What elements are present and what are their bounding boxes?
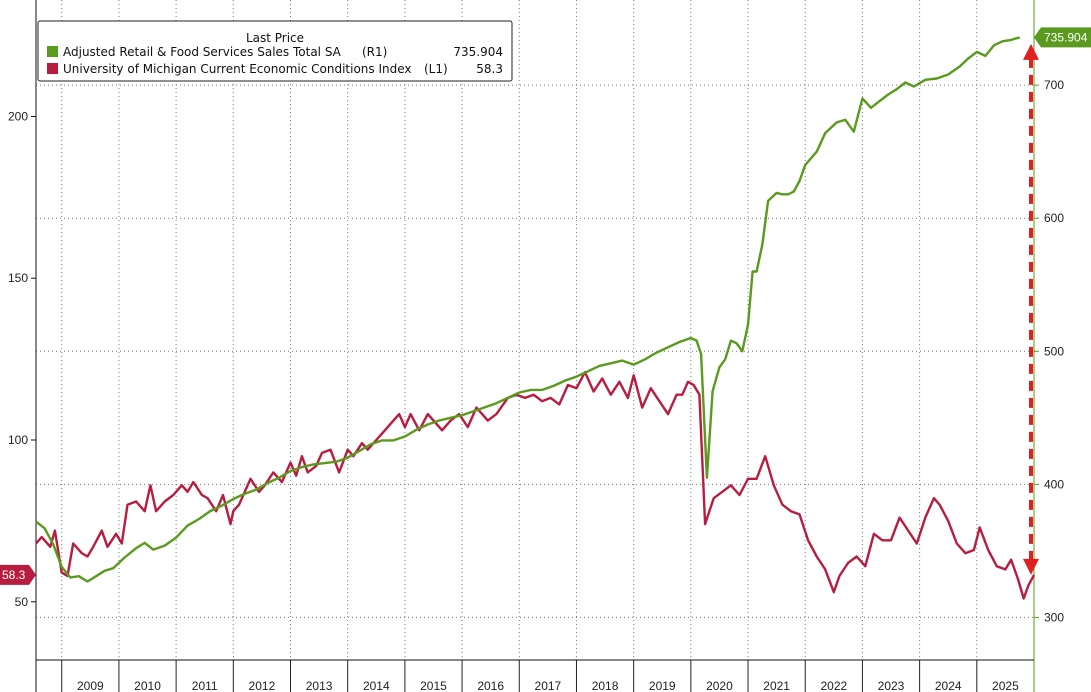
right-axis-tick-label: 700	[1044, 78, 1064, 92]
umich-index-last-badge	[0, 564, 36, 585]
x-axis-tick-label: 2015	[420, 679, 447, 692]
x-axis-tick-label: 2020	[706, 679, 733, 692]
x-axis-tick-label: 2025	[992, 679, 1019, 692]
legend: Last Price Adjusted Retail & Food Servic…	[37, 20, 513, 82]
x-axis-tick-label: 2017	[535, 679, 562, 692]
retail-sales-last-badge	[1034, 27, 1091, 48]
legend-header: Last Price	[246, 31, 304, 45]
left-axis-tick-label: 150	[8, 271, 28, 285]
arrow-head-down	[1023, 558, 1039, 575]
right-axis-tick-label: 500	[1044, 344, 1064, 358]
left-axis-tick-label: 50	[15, 595, 29, 609]
axes: 300 400 500 600 700 50 100 150 200 2009 2010 2011 20…	[8, 0, 1064, 692]
legend-value-retail-sales: 735.904	[453, 45, 503, 59]
last-value-badges: 735.904 58.3	[0, 27, 1091, 585]
legend-value-umich-index: 58.3	[476, 62, 503, 76]
legend-frame	[37, 20, 513, 82]
legend-axis-retail-sales: (R1)	[362, 45, 387, 59]
arrow-head-up	[1023, 43, 1039, 60]
left-axis-tick-label: 100	[8, 433, 28, 447]
series-group	[35, 36, 1036, 600]
series-retail-sales-line	[35, 36, 1021, 583]
series-umich-index-line	[35, 370, 1036, 600]
x-axis-tick-label: 2010	[134, 679, 161, 692]
right-axis-tick-label: 300	[1044, 610, 1064, 624]
legend-label-retail-sales: Adjusted Retail & Food Services Sales To…	[63, 45, 342, 59]
x-axis-tick-label: 2021	[763, 679, 790, 692]
x-axis-tick-label: 2013	[306, 679, 333, 692]
x-axis-tick-label: 2024	[935, 679, 962, 692]
x-axis-tick-label: 2016	[477, 679, 504, 692]
right-axis-tick-label: 600	[1044, 211, 1064, 225]
retail-sales-last-badge-text: 735.904	[1044, 30, 1088, 44]
left-axis-tick-label: 200	[8, 109, 28, 123]
legend-label-umich-index: University of Michigan Current Economic …	[63, 62, 412, 76]
arrow-annotation	[1023, 43, 1039, 575]
x-axis-tick-label: 2019	[649, 679, 676, 692]
right-axis-tick-label: 400	[1044, 477, 1064, 491]
x-axis-tick-label: 2022	[820, 679, 847, 692]
x-axis-tick-label: 2014	[363, 679, 390, 692]
x-axis-tick-label: 2023	[878, 679, 905, 692]
x-axis-tick-label: 2011	[192, 679, 218, 692]
legend-axis-umich-index: (L1)	[424, 62, 448, 76]
legend-swatch-retail-sales	[47, 46, 58, 57]
x-axis-tick-label: 2009	[77, 679, 104, 692]
legend-swatch-umich-index	[47, 63, 58, 74]
x-axis-tick-label: 2018	[592, 679, 619, 692]
x-axis-tick-label: 2012	[249, 679, 276, 692]
umich-index-last-badge-text: 58.3	[2, 568, 26, 582]
